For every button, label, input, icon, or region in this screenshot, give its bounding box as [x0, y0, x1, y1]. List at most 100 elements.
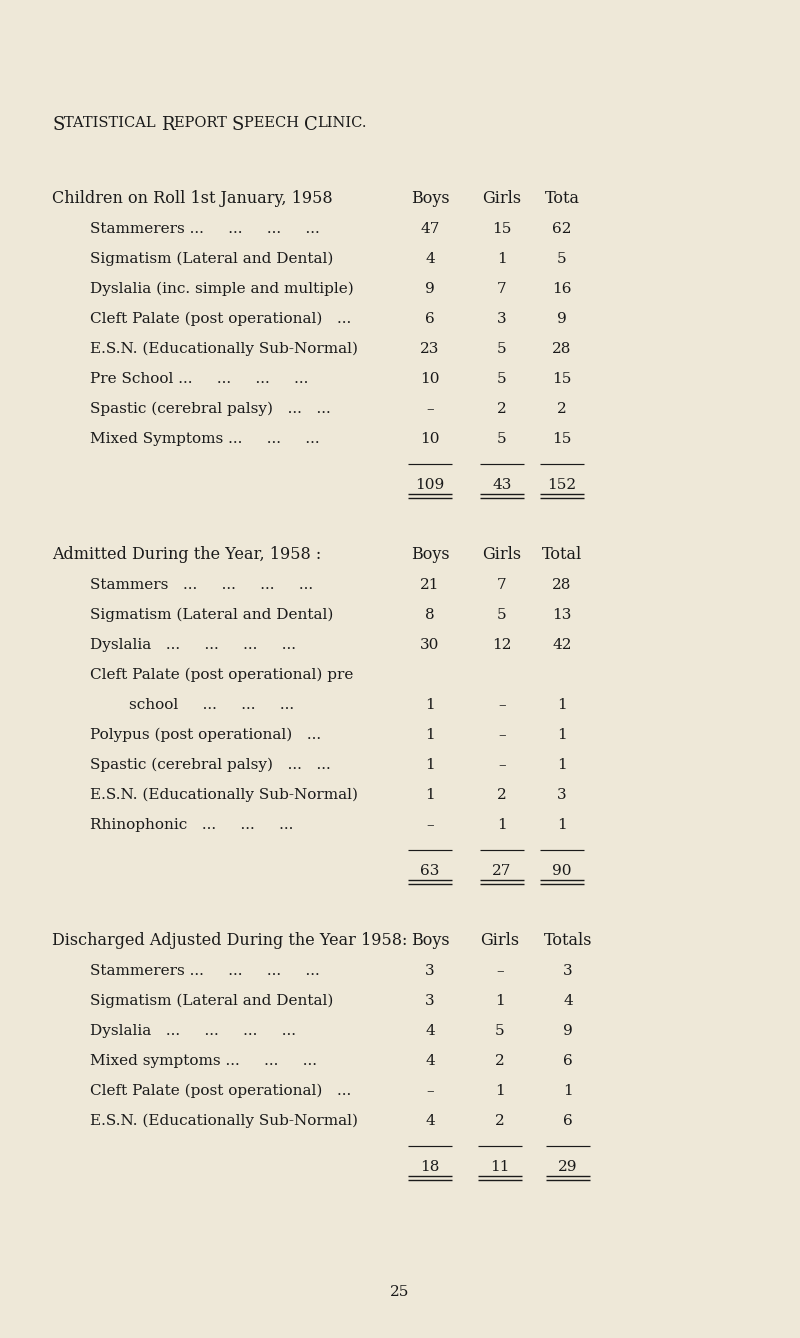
Text: –: –: [426, 1084, 434, 1098]
Text: 2: 2: [495, 1054, 505, 1068]
Text: 7: 7: [497, 578, 507, 591]
Text: Mixed symptoms ...     ...     ...: Mixed symptoms ... ... ...: [90, 1054, 317, 1068]
Text: 9: 9: [563, 1024, 573, 1038]
Text: 6: 6: [563, 1115, 573, 1128]
Text: Admitted During the Year, 1958 :: Admitted During the Year, 1958 :: [52, 546, 322, 563]
Text: Boys: Boys: [410, 546, 450, 563]
Text: 2: 2: [497, 401, 507, 416]
Text: 16: 16: [552, 282, 572, 296]
Text: Tota: Tota: [545, 190, 579, 207]
Text: 3: 3: [497, 312, 507, 326]
Text: Girls: Girls: [482, 546, 522, 563]
Text: 18: 18: [420, 1160, 440, 1173]
Text: C: C: [304, 116, 318, 134]
Text: 4: 4: [425, 1054, 435, 1068]
Text: Sigmatism (Lateral and Dental): Sigmatism (Lateral and Dental): [90, 252, 334, 266]
Text: Stammers   ...     ...     ...     ...: Stammers ... ... ... ...: [90, 578, 313, 591]
Text: 1: 1: [563, 1084, 573, 1098]
Text: 1: 1: [425, 788, 435, 801]
Text: Cleft Palate (post operational)   ...: Cleft Palate (post operational) ...: [90, 312, 351, 326]
Text: 28: 28: [552, 343, 572, 356]
Text: E.S.N. (Educationally Sub-Normal): E.S.N. (Educationally Sub-Normal): [90, 788, 358, 803]
Text: 6: 6: [563, 1054, 573, 1068]
Text: EPORT: EPORT: [174, 116, 232, 130]
Text: 15: 15: [552, 432, 572, 446]
Text: Stammerers ...     ...     ...     ...: Stammerers ... ... ... ...: [90, 963, 320, 978]
Text: Stammerers ...     ...     ...     ...: Stammerers ... ... ... ...: [90, 222, 320, 235]
Text: 1: 1: [497, 818, 507, 832]
Text: Sigmatism (Lateral and Dental): Sigmatism (Lateral and Dental): [90, 994, 334, 1009]
Text: 62: 62: [552, 222, 572, 235]
Text: 5: 5: [497, 343, 507, 356]
Text: Sigmatism (Lateral and Dental): Sigmatism (Lateral and Dental): [90, 607, 334, 622]
Text: –: –: [498, 698, 506, 712]
Text: 2: 2: [495, 1115, 505, 1128]
Text: 1: 1: [495, 994, 505, 1008]
Text: Girls: Girls: [481, 933, 519, 949]
Text: 7: 7: [497, 282, 507, 296]
Text: 47: 47: [420, 222, 440, 235]
Text: 1: 1: [495, 1084, 505, 1098]
Text: E.S.N. (Educationally Sub-Normal): E.S.N. (Educationally Sub-Normal): [90, 1115, 358, 1128]
Text: Total: Total: [542, 546, 582, 563]
Text: Boys: Boys: [410, 190, 450, 207]
Text: 5: 5: [495, 1024, 505, 1038]
Text: 152: 152: [547, 478, 577, 492]
Text: school     ...     ...     ...: school ... ... ...: [90, 698, 294, 712]
Text: 11: 11: [490, 1160, 510, 1173]
Text: PEECH: PEECH: [244, 116, 304, 130]
Text: –: –: [496, 963, 504, 978]
Text: 63: 63: [420, 864, 440, 878]
Text: 10: 10: [420, 432, 440, 446]
Text: Mixed Symptoms ...     ...     ...: Mixed Symptoms ... ... ...: [90, 432, 320, 446]
Text: Totals: Totals: [544, 933, 592, 949]
Text: 9: 9: [425, 282, 435, 296]
Text: 42: 42: [552, 638, 572, 652]
Text: 1: 1: [557, 728, 567, 743]
Text: –: –: [498, 759, 506, 772]
Text: S: S: [52, 116, 64, 134]
Text: Dyslalia (inc. simple and multiple): Dyslalia (inc. simple and multiple): [90, 282, 354, 297]
Text: –: –: [426, 401, 434, 416]
Text: 9: 9: [557, 312, 567, 326]
Text: 1: 1: [557, 698, 567, 712]
Text: 12: 12: [492, 638, 512, 652]
Text: 29: 29: [558, 1160, 578, 1173]
Text: 5: 5: [497, 607, 507, 622]
Text: 25: 25: [390, 1284, 410, 1299]
Text: 1: 1: [425, 698, 435, 712]
Text: 3: 3: [425, 994, 435, 1008]
Text: 1: 1: [497, 252, 507, 266]
Text: Children on Roll 1st January, 1958: Children on Roll 1st January, 1958: [52, 190, 333, 207]
Text: 2: 2: [497, 788, 507, 801]
Text: E.S.N. (Educationally Sub-Normal): E.S.N. (Educationally Sub-Normal): [90, 343, 358, 356]
Text: 1: 1: [425, 759, 435, 772]
Text: 21: 21: [420, 578, 440, 591]
Text: S: S: [232, 116, 244, 134]
Text: Dyslalia   ...     ...     ...     ...: Dyslalia ... ... ... ...: [90, 1024, 296, 1038]
Text: 90: 90: [552, 864, 572, 878]
Text: 43: 43: [492, 478, 512, 492]
Text: 1: 1: [557, 818, 567, 832]
Text: –: –: [426, 818, 434, 832]
Text: 8: 8: [425, 607, 435, 622]
Text: 15: 15: [492, 222, 512, 235]
Text: 28: 28: [552, 578, 572, 591]
Text: Rhinophonic   ...     ...     ...: Rhinophonic ... ... ...: [90, 818, 294, 832]
Text: TATISTICAL: TATISTICAL: [64, 116, 161, 130]
Text: 109: 109: [415, 478, 445, 492]
Text: 15: 15: [552, 372, 572, 385]
Text: 3: 3: [425, 963, 435, 978]
Text: Discharged Adjusted During the Year 1958:: Discharged Adjusted During the Year 1958…: [52, 933, 407, 949]
Text: Spastic (cerebral palsy)   ...   ...: Spastic (cerebral palsy) ... ...: [90, 759, 330, 772]
Text: Boys: Boys: [410, 933, 450, 949]
Text: 1: 1: [557, 759, 567, 772]
Text: R: R: [161, 116, 174, 134]
Text: 23: 23: [420, 343, 440, 356]
Text: Cleft Palate (post operational)   ...: Cleft Palate (post operational) ...: [90, 1084, 351, 1098]
Text: 5: 5: [497, 372, 507, 385]
Text: 4: 4: [563, 994, 573, 1008]
Text: Pre School ...     ...     ...     ...: Pre School ... ... ... ...: [90, 372, 308, 385]
Text: 13: 13: [552, 607, 572, 622]
Text: –: –: [498, 728, 506, 743]
